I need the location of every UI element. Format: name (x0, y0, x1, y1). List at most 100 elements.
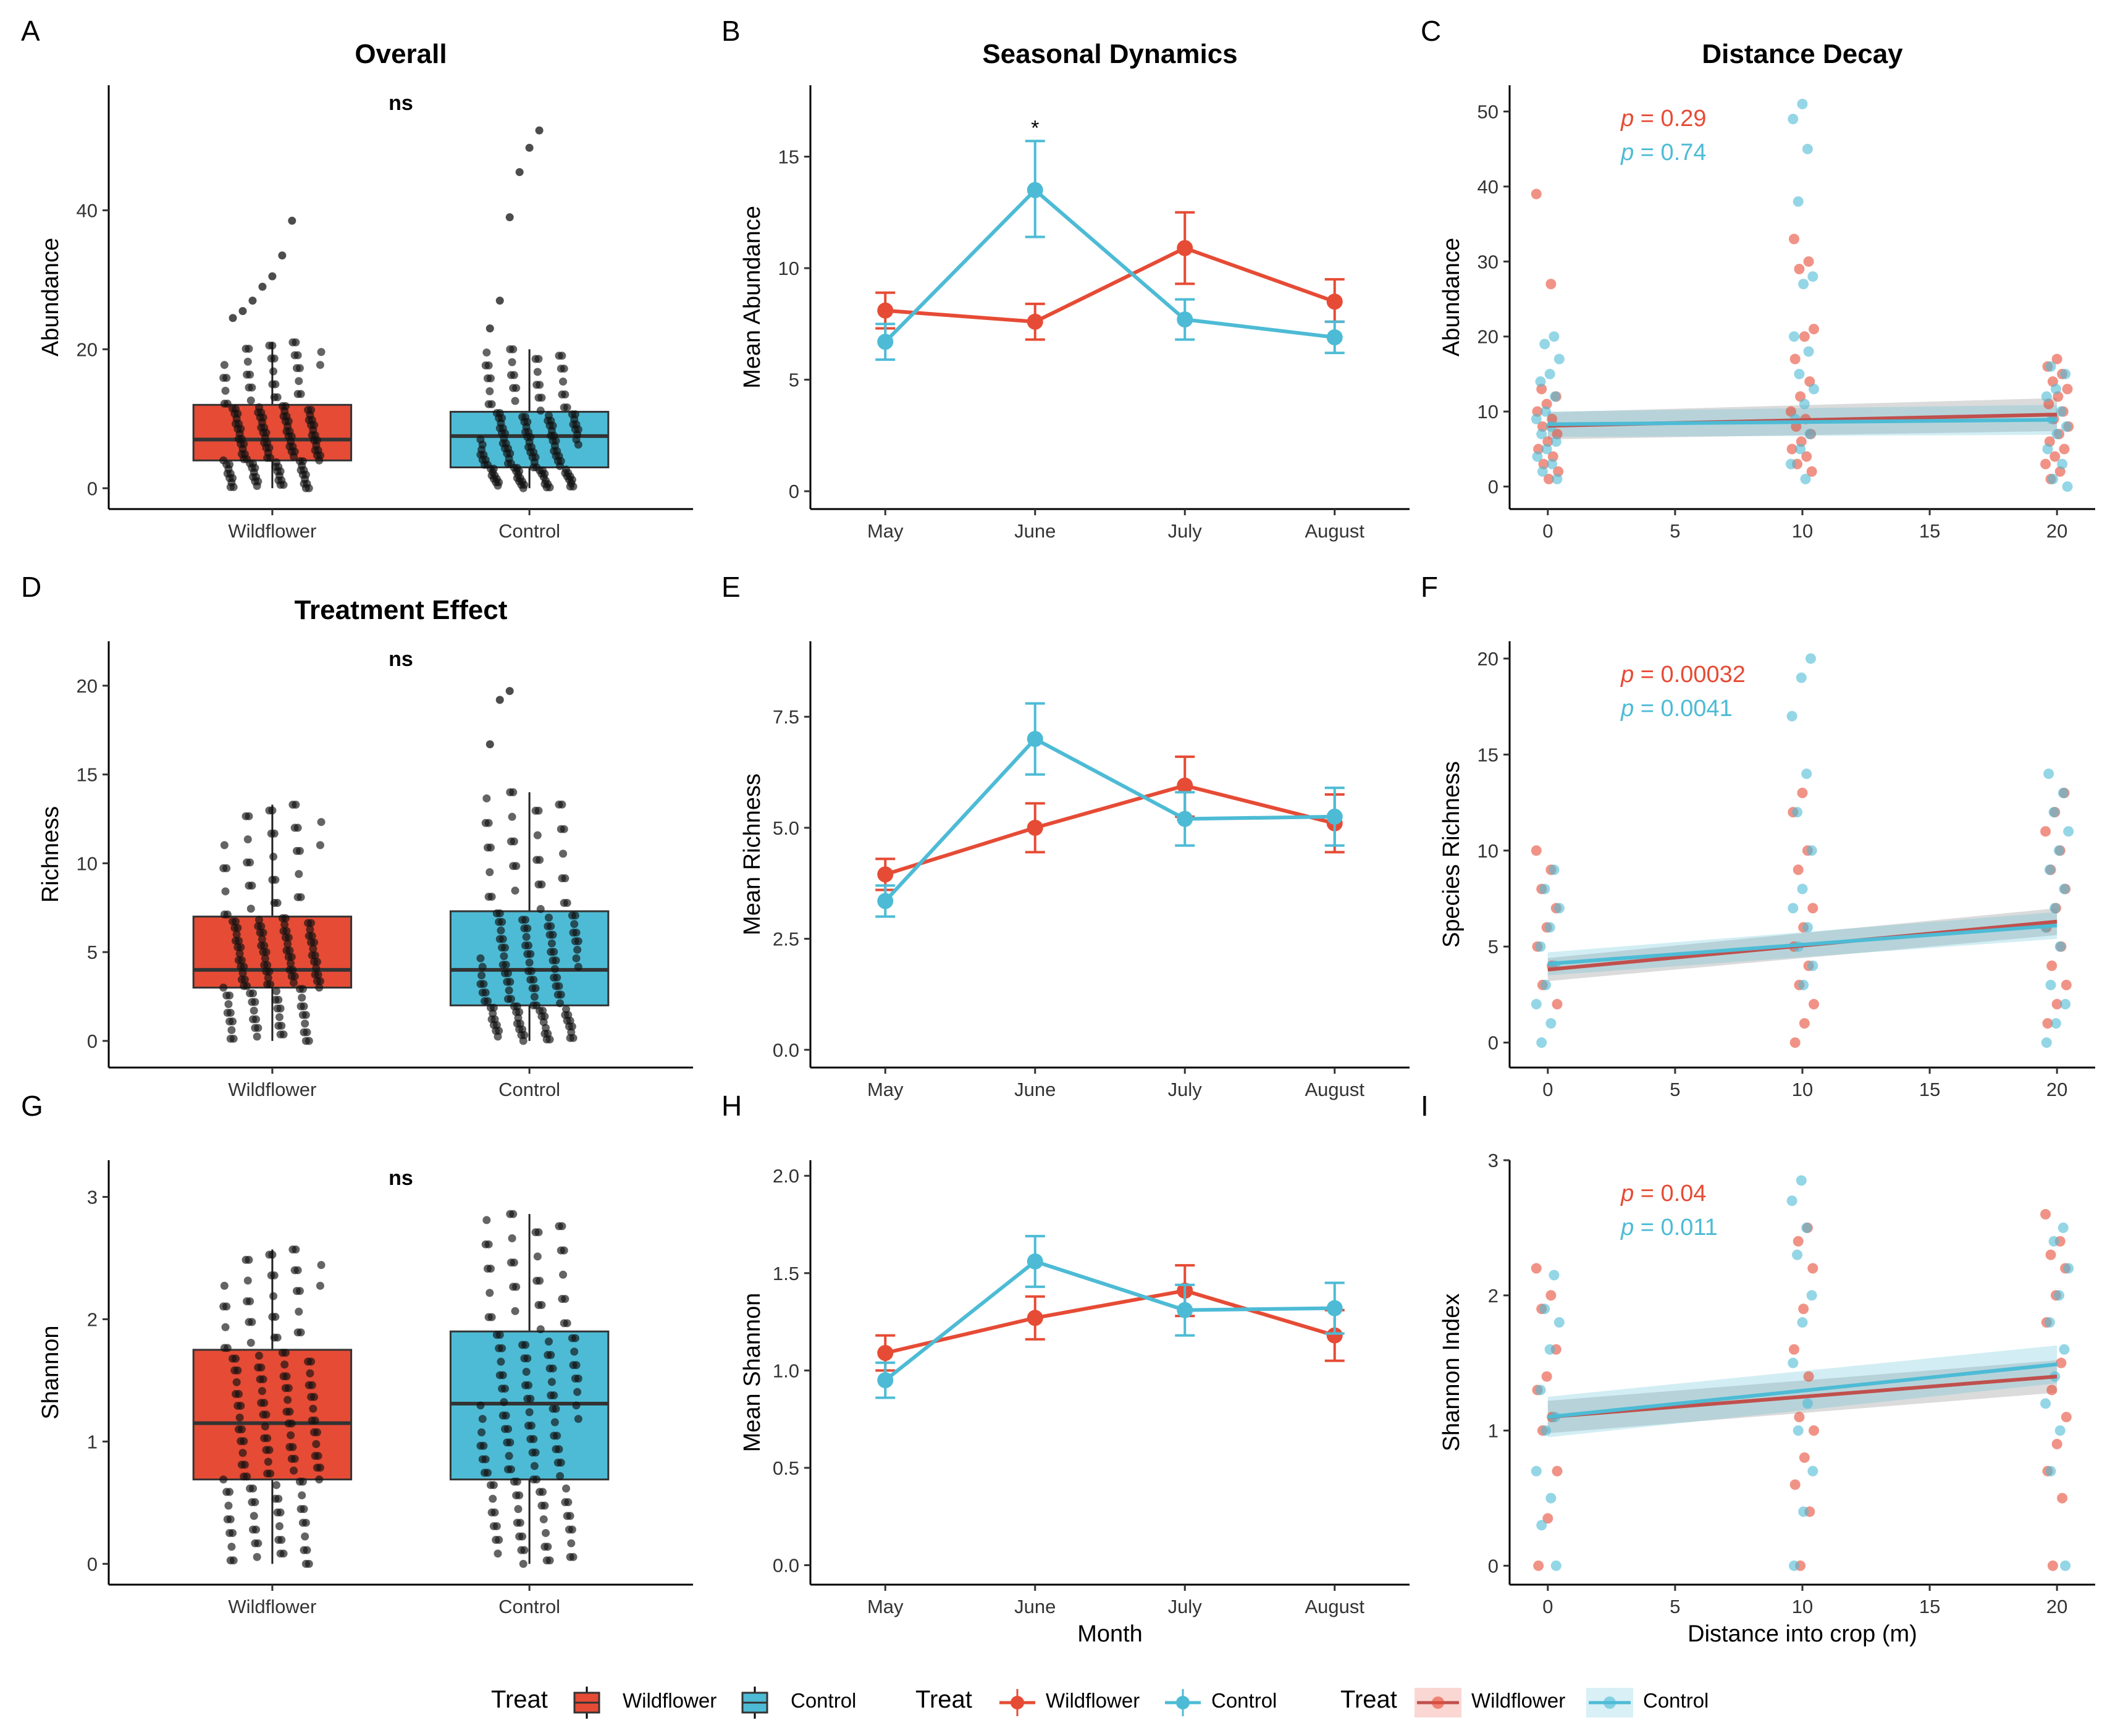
point-control (1788, 903, 1799, 914)
jitter-point-control (529, 1001, 538, 1009)
jitter-point-control (514, 1505, 523, 1514)
jitter-point-wildflower (290, 1466, 298, 1475)
point-wildflower (1541, 1371, 1552, 1382)
jitter-point-wildflower (284, 1396, 292, 1404)
x-tick-label: 0 (1542, 1079, 1553, 1100)
jitter-point-control (568, 410, 576, 419)
jitter-point-wildflower (308, 431, 316, 439)
jitter-point-control (561, 1011, 570, 1019)
p-value-text: = 0.29 (1634, 106, 1706, 132)
jitter-point-wildflower (260, 961, 269, 969)
panel-letter: A (21, 15, 40, 47)
jitter-point-wildflower (312, 964, 321, 972)
point-control (2062, 481, 2073, 492)
jitter-point-wildflower (262, 967, 271, 975)
y-tick-label: 0.0 (773, 1039, 799, 1061)
jitter-point-wildflower (221, 887, 230, 896)
p-label: p (1620, 1215, 1634, 1241)
jitter-point-wildflower (257, 1399, 266, 1407)
jitter-point-control (519, 1559, 528, 1568)
jitter-point-control (556, 1472, 565, 1480)
jitter-point-wildflower (219, 864, 228, 872)
jitter-point-control (556, 999, 565, 1008)
fit-line-control (1547, 924, 2057, 966)
panel-G: Gns 0 1 2 3 Wildflower Control Shannon (21, 1090, 693, 1617)
x-tick-label: Control (498, 1079, 560, 1100)
point-control (1807, 271, 1818, 282)
jitter-point-wildflower (245, 1318, 253, 1326)
jitter-point-wildflower (269, 367, 278, 376)
jitter-point-wildflower (312, 1439, 321, 1448)
y-axis-label: Abundance (38, 238, 64, 356)
point-control (1792, 807, 1803, 818)
point-control (1802, 143, 1813, 154)
jitter-point-control (536, 466, 544, 475)
jitter-point-wildflower (259, 1410, 267, 1419)
jitter-point-wildflower (295, 1477, 304, 1486)
jitter-point-wildflower (313, 1464, 321, 1472)
point-control (1793, 196, 1804, 207)
x-tick-label: July (1168, 1596, 1203, 1617)
legend-label-line-wildflower: Wildflower (1046, 1689, 1140, 1712)
jitter-point-wildflower (282, 427, 291, 436)
jitter-point-wildflower (265, 1250, 274, 1259)
x-tick-label: 20 (2046, 520, 2067, 542)
jitter-point-wildflower (275, 1013, 284, 1021)
jitter-point-control (476, 1441, 485, 1450)
jitter-point-control (501, 969, 510, 977)
jitter-point-wildflower (296, 466, 305, 474)
point-wildflower (2056, 1357, 2067, 1368)
jitter-point-wildflower (224, 1501, 233, 1510)
point-control (1536, 1037, 1547, 1048)
point-wildflower (1799, 331, 1810, 342)
x-axis-label: Distance into crop (m) (1688, 1621, 1917, 1647)
point-wildflower (1809, 998, 1820, 1009)
jitter-point-control (482, 1216, 491, 1224)
jitter-point-control (542, 1556, 551, 1565)
jitter-point-control (495, 424, 504, 432)
legend-key-line-wildflower (999, 1689, 1035, 1716)
jitter-point-wildflower (287, 959, 295, 967)
mean-point-wildflower (1326, 293, 1343, 310)
jitter-point-control (498, 1384, 506, 1393)
jitter-point-wildflower (243, 858, 251, 867)
point-wildflower (1542, 1513, 1553, 1524)
jitter-point-control (511, 887, 519, 895)
jitter-point-control (558, 390, 566, 399)
jitter-point-control (561, 469, 570, 478)
jitter-point-wildflower (243, 370, 251, 379)
point-wildflower (1544, 473, 1555, 484)
jitter-point-wildflower (225, 1017, 234, 1026)
point-control (1553, 903, 1565, 914)
jitter-point-control (492, 1331, 501, 1339)
jitter-point-wildflower (235, 1414, 244, 1422)
jitter-point-wildflower (290, 824, 299, 832)
mean-point-wildflower (877, 302, 894, 319)
y-tick-label: 20 (77, 675, 98, 697)
jitter-point-control (477, 971, 486, 980)
jitter-point-control (550, 973, 558, 982)
jitter-point-wildflower (311, 971, 319, 979)
jitter-point-wildflower (223, 470, 232, 478)
jitter-point-control (476, 436, 485, 444)
jitter-point-control (520, 1354, 529, 1363)
box-wildflower (192, 403, 353, 461)
mean-point-control (877, 893, 894, 909)
jitter-point-control (540, 1029, 549, 1038)
jitter-point-wildflower (280, 1360, 289, 1369)
point-control (1531, 1465, 1542, 1477)
jitter-point-wildflower (234, 435, 243, 444)
jitter-point-wildflower (280, 921, 289, 929)
mean-point-control (1027, 182, 1043, 198)
p-label: p (1620, 140, 1634, 166)
point-control (1532, 451, 1543, 462)
jitter-point-control (510, 463, 518, 472)
jitter-point-wildflower (245, 881, 253, 890)
jitter-point-control (539, 1515, 548, 1523)
jitter-point-wildflower (226, 482, 235, 491)
point-control (1549, 331, 1560, 342)
jitter-point-control (537, 1501, 546, 1510)
jitter-point-control (523, 1394, 532, 1403)
jitter-point-wildflower (287, 1454, 296, 1463)
jitter-point-wildflower (288, 801, 297, 809)
